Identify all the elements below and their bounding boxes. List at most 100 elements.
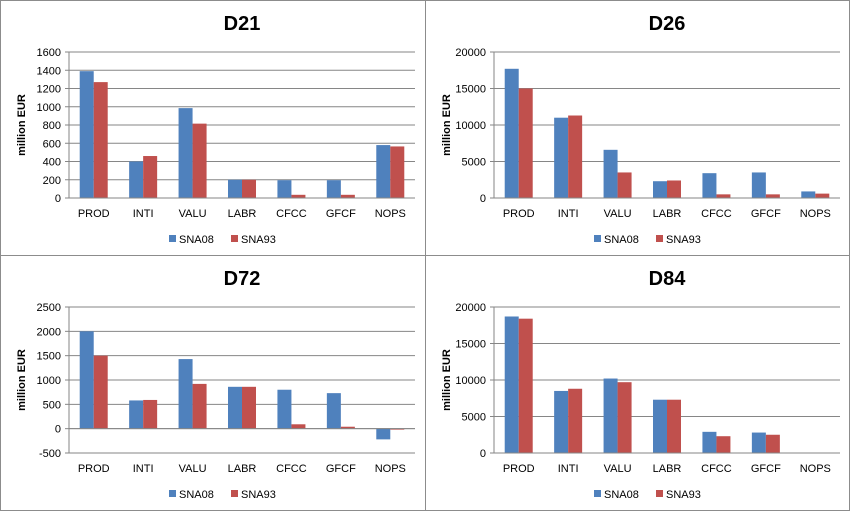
legend-swatch-sna93 (656, 490, 663, 497)
x-tick-label: INTI (558, 463, 579, 475)
legend-swatch-sna93 (656, 235, 663, 242)
bar-sna93-cfcc (291, 424, 306, 429)
y-tick-label: 5000 (462, 157, 486, 169)
bar-sna08-valu (603, 149, 618, 198)
y-axis-label: million EUR (16, 349, 28, 411)
bar-sna08-valu (178, 108, 193, 198)
y-tick-label: 0 (55, 193, 61, 205)
x-tick-label: CFCC (276, 463, 307, 475)
bar-sna08-valu (178, 359, 193, 429)
bar-sna93-valu (617, 172, 632, 198)
x-tick-label: LABR (228, 208, 257, 220)
bar-sna93-valu (192, 383, 207, 429)
bar-sna08-gfcf (326, 180, 341, 198)
bar-sna93-labr (667, 399, 681, 453)
bar-sna93-gfcf (340, 194, 355, 198)
bar-sna08-gfcf (751, 172, 766, 198)
bar-sna08-nops (376, 145, 391, 198)
y-tick-label: 20000 (455, 302, 486, 314)
x-tick-label: PROD (78, 463, 110, 475)
y-tick-label: -500 (39, 448, 61, 460)
y-tick-label: 15000 (455, 339, 486, 351)
x-tick-label: VALU (179, 463, 207, 475)
x-tick-label: LABR (653, 463, 682, 475)
bar-sna93-nops (815, 193, 830, 198)
x-tick-label: GFCF (326, 208, 356, 220)
legend-label-sna08: SNA08 (179, 489, 214, 501)
y-axis-label: million EUR (441, 94, 453, 156)
y-tick-label: 1000 (37, 375, 61, 387)
bar-sna08-cfcc (277, 180, 292, 198)
y-tick-label: 0 (55, 424, 61, 436)
bar-sna93-valu (192, 123, 207, 198)
y-tick-label: 600 (43, 138, 61, 150)
bar-sna08-inti (129, 161, 144, 198)
x-tick-label: PROD (78, 208, 110, 220)
bar-sna08-gfcf (751, 432, 766, 453)
legend-swatch-sna93 (231, 490, 238, 497)
legend-label-sna93: SNA93 (666, 234, 701, 246)
y-axis-label: million EUR (441, 349, 453, 411)
y-tick-label: 5000 (462, 412, 486, 424)
y-tick-label: 2000 (37, 326, 61, 338)
bar-sna08-prod (79, 331, 94, 429)
bar-sna93-labr (667, 180, 681, 198)
y-tick-label: 15000 (455, 84, 486, 96)
chart-panel-d26: D26 million EUR 0 5000 10000 15000 20000 PROD IN… (425, 0, 850, 256)
y-tick-label: 1500 (37, 351, 61, 363)
y-axis-label: million EUR (16, 94, 28, 156)
bar-sna93-prod (93, 355, 108, 429)
chart-panel-d21: D21 million EUR 0 200 400 600 800 1000 1200 1400 1… (0, 0, 426, 256)
x-tick-label: PROD (503, 208, 535, 220)
legend-swatch-sna93 (231, 235, 238, 242)
x-tick-label: VALU (604, 463, 632, 475)
bar-sna93-cfcc (716, 194, 731, 198)
legend-label-sna08: SNA08 (179, 234, 214, 246)
y-tick-label: 2500 (37, 302, 61, 314)
y-tick-label: 500 (43, 399, 61, 411)
x-tick-label: NOPS (375, 208, 406, 220)
bar-sna08-prod (79, 71, 94, 198)
y-tick-label: 0 (480, 448, 486, 460)
x-tick-label: NOPS (800, 208, 831, 220)
bar-sna08-cfcc (702, 173, 717, 198)
bar-sna93-inti (143, 156, 158, 198)
x-tick-label: VALU (604, 208, 632, 220)
legend-label-sna93: SNA93 (241, 234, 276, 246)
bar-sna08-labr (653, 399, 667, 453)
y-tick-label: 1400 (37, 65, 61, 77)
bar-sna08-labr (228, 179, 242, 198)
chart-title: D21 (224, 13, 261, 35)
x-tick-label: VALU (179, 208, 207, 220)
legend-label-sna08: SNA08 (604, 489, 639, 501)
legend-label-sna93: SNA93 (241, 489, 276, 501)
bar-sna08-nops (801, 191, 816, 198)
bar-sna08-inti (554, 117, 569, 198)
x-tick-label: CFCC (276, 208, 307, 220)
bar-sna08-gfcf (326, 393, 341, 429)
y-tick-label: 10000 (455, 120, 486, 132)
x-tick-label: NOPS (800, 463, 831, 475)
x-tick-label: INTI (558, 208, 579, 220)
chart-svg: D26 million EUR 0 5000 10000 15000 20000 PROD IN… (441, 13, 840, 246)
bar-sna08-prod (504, 68, 519, 198)
bar-sna93-gfcf (765, 194, 780, 198)
bar-sna93-nops (390, 146, 405, 198)
bar-sna08-prod (504, 316, 519, 453)
bar-sna08-labr (653, 181, 667, 198)
x-tick-label: INTI (133, 208, 154, 220)
bar-sna08-cfcc (702, 431, 717, 453)
x-tick-label: CFCC (701, 208, 732, 220)
chart-svg: D21 million EUR 0 200 400 600 800 1000 1200 1400 1… (16, 13, 415, 246)
chart-title: D72 (224, 268, 261, 290)
bar-sna08-cfcc (277, 389, 292, 429)
y-tick-label: 200 (43, 175, 61, 187)
y-tick-label: 10000 (455, 375, 486, 387)
y-tick-label: 1000 (37, 102, 61, 114)
legend-swatch-sna08 (594, 235, 601, 242)
bar-sna93-cfcc (291, 194, 306, 198)
y-tick-label: 400 (43, 157, 61, 169)
chart-svg: D84 million EUR 0 5000 10000 15000 20000 PROD IN… (441, 268, 840, 501)
chart-svg: D72 million EUR -500 0 500 1000 1500 2000 2500 PR… (16, 268, 415, 501)
bar-sna93-labr (242, 386, 256, 429)
